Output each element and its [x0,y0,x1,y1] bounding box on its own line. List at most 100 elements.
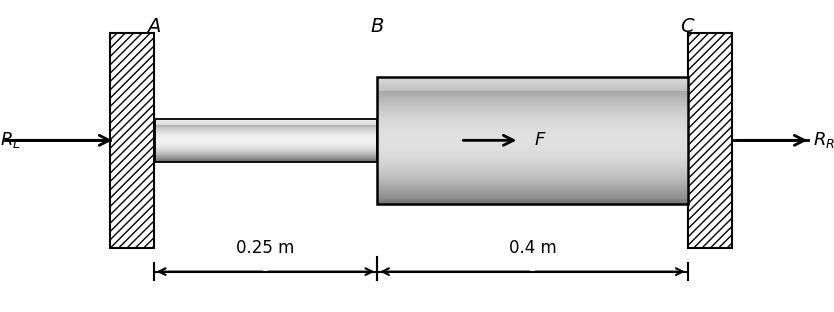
Bar [377,105,688,106]
Bar [377,77,688,78]
Bar [377,143,688,144]
Bar [377,178,688,180]
Bar [377,116,688,117]
Bar [377,138,688,139]
Bar [377,79,688,80]
Bar [377,162,688,163]
Text: $F$: $F$ [534,131,546,149]
Bar [377,189,688,190]
Bar [377,84,688,85]
Text: $C$: $C$ [680,17,696,36]
Bar [377,170,688,171]
Bar [377,121,688,123]
Bar [155,154,377,155]
Bar [377,158,688,159]
Bar [377,145,688,147]
Bar [377,97,688,98]
Bar [155,134,377,135]
Bar [377,181,688,182]
Bar [377,197,688,199]
Bar [377,167,688,168]
Bar [377,171,688,172]
Text: $R_L$: $R_L$ [0,130,21,150]
Bar [155,119,377,120]
Bar [377,114,688,115]
Bar [155,128,377,129]
Bar [377,182,688,184]
Bar [377,159,688,161]
Bar [155,127,377,128]
Bar [155,133,377,134]
Bar [377,93,688,95]
Bar [377,91,688,92]
Bar [377,164,688,166]
Bar [377,106,688,107]
Bar [377,150,688,152]
Bar [155,147,377,148]
Bar [377,168,688,170]
Bar [155,131,377,132]
Bar [155,144,377,145]
Bar [377,163,688,164]
Bar [377,152,688,153]
Bar [688,32,732,248]
Bar [110,32,154,248]
Bar [377,134,688,135]
Bar [377,200,688,202]
Bar [377,87,688,88]
Bar [377,202,688,203]
Bar [377,120,688,121]
Bar [377,142,688,143]
Bar [155,140,377,141]
Bar [155,120,377,121]
Bar [155,123,377,124]
Bar [377,194,688,195]
Bar [377,148,688,149]
Bar [377,149,688,150]
Bar [155,136,377,137]
Bar [155,146,377,147]
Bar [377,96,688,97]
Bar [155,151,377,152]
Bar [155,150,377,151]
Bar [377,83,688,84]
Bar [377,89,688,91]
Bar [377,157,688,158]
Bar [155,155,377,156]
Bar [155,159,377,160]
Bar [155,145,377,146]
Bar [377,133,688,134]
Bar [377,130,688,131]
Bar [155,157,377,158]
Bar [377,77,688,204]
Bar [155,132,377,133]
Bar [377,117,688,119]
Bar [377,101,688,102]
Bar [377,184,688,185]
Bar [377,135,688,137]
Bar [377,100,688,101]
Bar [377,191,688,193]
Bar [155,156,377,157]
Bar [155,158,377,159]
Bar [377,78,688,79]
Bar [377,177,688,178]
Bar [377,199,688,200]
Bar [155,142,377,143]
Bar [377,111,688,112]
Bar [377,124,688,125]
Bar [377,172,688,173]
Bar [377,153,688,154]
Bar [377,137,688,138]
Bar [377,156,688,157]
Bar [377,180,688,181]
Bar [377,80,688,82]
Bar [377,190,688,191]
Text: $R_R$: $R_R$ [813,130,834,150]
Bar [155,135,377,136]
Bar [377,103,688,105]
Bar [377,98,688,100]
Bar [377,128,688,129]
Text: 0.4 m: 0.4 m [509,239,556,257]
Bar [155,143,377,144]
